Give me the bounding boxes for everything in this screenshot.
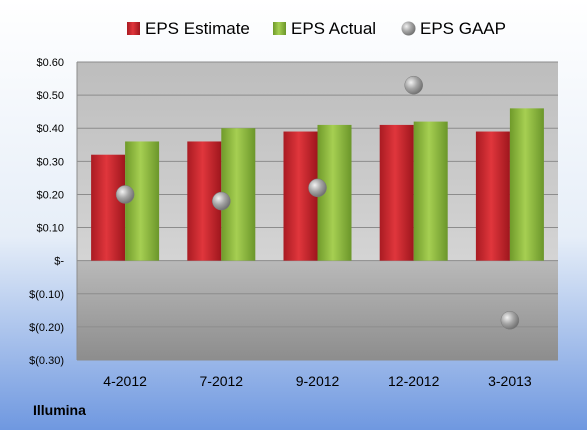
y-tick-label: $0.60: [36, 57, 64, 69]
bar-eps-estimate-3-2013: [475, 131, 510, 261]
legend-eps-actual: EPS Actual: [273, 19, 376, 38]
legend-eps-gaap-label: EPS GAAP: [420, 19, 506, 38]
legend-eps-actual-label: EPS Actual: [291, 19, 376, 38]
company-label: Illumina: [33, 402, 86, 418]
y-tick-label: $0.50: [36, 90, 64, 102]
legend-eps-gaap-swatch: [401, 21, 416, 36]
legend-eps-estimate: EPS Estimate: [127, 19, 250, 38]
legend-eps-gaap: EPS GAAP: [401, 19, 506, 38]
legend-eps-estimate-label: EPS Estimate: [145, 19, 250, 38]
point-eps-gaap-12-2012: [404, 75, 423, 95]
y-tick-label: $(0.20): [29, 322, 64, 334]
legend-eps-actual-swatch: [273, 22, 286, 35]
point-eps-gaap-9-2012: [308, 178, 327, 198]
point-eps-gaap-7-2012: [212, 191, 231, 211]
y-tick-label: $(0.30): [29, 355, 64, 367]
bar-eps-estimate-4-2012: [91, 154, 126, 261]
point-eps-gaap-4-2012: [115, 185, 135, 204]
y-tick-label: $(0.10): [29, 289, 64, 301]
y-tick-label: $0.30: [36, 156, 64, 168]
x-tick-label: 4-2012: [103, 373, 147, 389]
bar-eps-estimate-12-2012: [379, 124, 414, 261]
legend-eps-estimate-swatch: [127, 22, 140, 35]
bar-eps-estimate-9-2012: [283, 131, 318, 261]
y-tick-label: $0.10: [36, 223, 64, 235]
y-tick-label: $-: [54, 256, 64, 268]
bar-eps-actual-3-2013: [509, 108, 544, 261]
x-tick-label: 7-2012: [200, 373, 244, 389]
point-eps-gaap-3-2013: [500, 311, 520, 330]
y-tick-label: $0.40: [36, 123, 64, 135]
plot-area-negative: [77, 260, 558, 360]
x-tick-label: 3-2013: [488, 373, 532, 389]
x-tick-label: 9-2012: [296, 373, 340, 389]
y-tick-label: $0.20: [36, 189, 64, 201]
bar-eps-actual-12-2012: [413, 121, 448, 261]
x-tick-label: 12-2012: [388, 373, 440, 389]
